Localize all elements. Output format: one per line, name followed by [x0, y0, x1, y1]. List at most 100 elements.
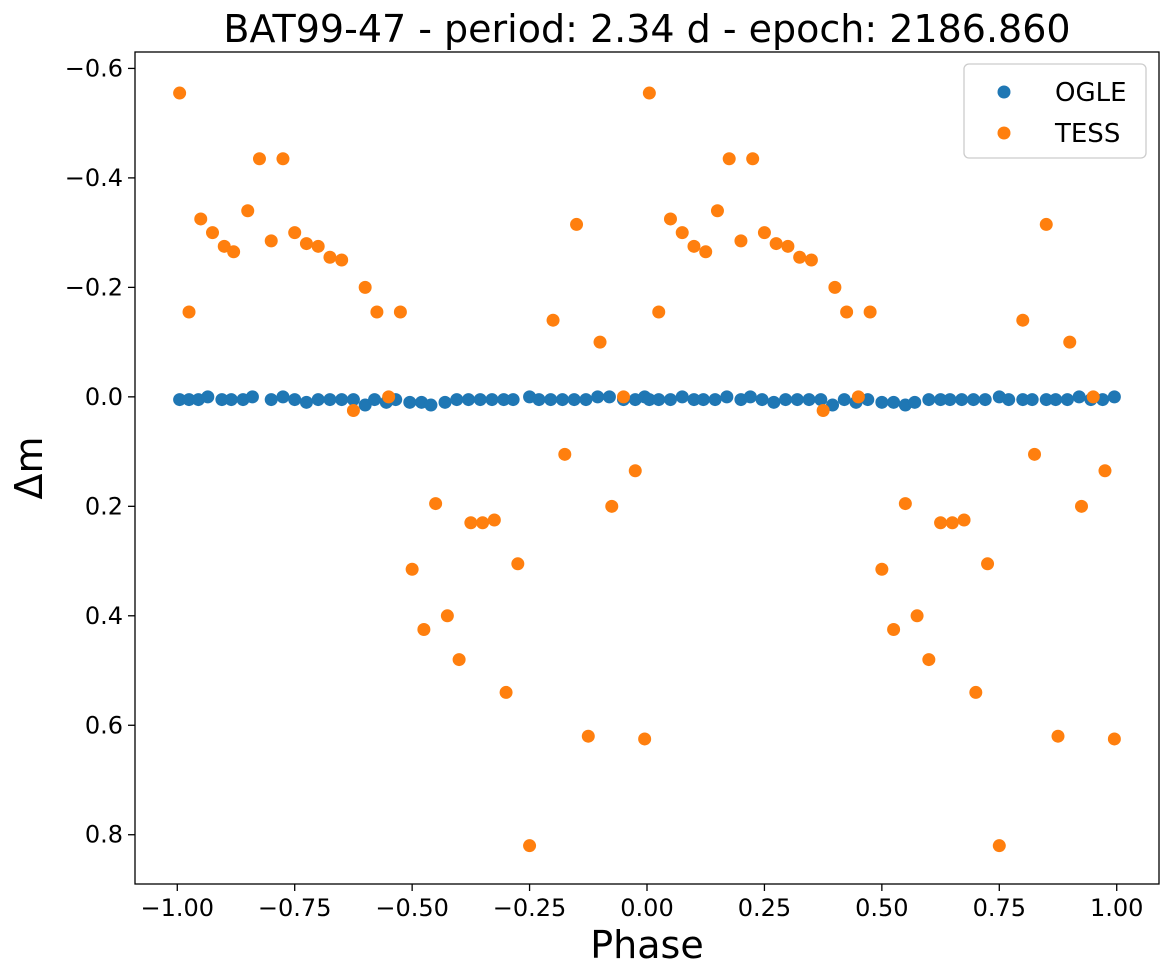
tess-point	[370, 305, 384, 319]
ogle-point	[743, 390, 757, 404]
y-tick-label: −0.4	[65, 164, 123, 192]
ogle-point	[173, 393, 187, 407]
tess-point	[323, 250, 337, 264]
tess-point	[922, 653, 936, 667]
ogle-point	[450, 393, 464, 407]
tess-point	[710, 204, 724, 218]
tess-point	[828, 280, 842, 294]
tess-point	[1028, 447, 1042, 461]
tess-point	[593, 335, 607, 349]
tess-point	[769, 237, 783, 251]
ogle-point	[875, 395, 889, 409]
tess-point	[863, 305, 877, 319]
ogle-point	[506, 393, 520, 407]
ogle-point	[663, 393, 677, 407]
tess-point	[981, 557, 995, 571]
tess-point	[499, 685, 513, 699]
ogle-point	[790, 393, 804, 407]
ogle-point	[922, 393, 936, 407]
series-ogle	[173, 390, 1121, 412]
ogle-point	[755, 393, 769, 407]
tess-point	[687, 239, 701, 253]
tess-point	[1074, 499, 1088, 513]
x-tick-label: 0.50	[855, 894, 908, 922]
tess-point	[722, 152, 736, 166]
ogle-point	[462, 393, 476, 407]
ogle-point	[1072, 390, 1086, 404]
ogle-point	[720, 390, 734, 404]
ogle-point	[1060, 393, 1074, 407]
tess-point	[840, 305, 854, 319]
y-tick-label: 0.2	[85, 492, 123, 520]
tess-point	[440, 609, 454, 623]
tess-point	[194, 212, 208, 226]
tess-point	[1086, 390, 1100, 404]
tess-point	[934, 516, 948, 530]
ogle-point	[201, 390, 215, 404]
tess-point	[299, 237, 313, 251]
tess-point	[335, 253, 349, 267]
y-tick-label: 0.8	[85, 821, 123, 849]
tess-point	[570, 217, 584, 231]
tess-point	[1016, 313, 1030, 327]
tess-point	[1098, 464, 1112, 478]
tess-point	[241, 204, 255, 218]
tess-point	[546, 313, 560, 327]
tess-point	[992, 839, 1006, 853]
x-tick-label: 0.25	[738, 894, 791, 922]
ogle-point	[438, 395, 452, 409]
tess-point	[898, 497, 912, 511]
ogle-point	[276, 390, 290, 404]
ogle-point	[642, 393, 656, 407]
tess-point	[382, 390, 396, 404]
tess-point	[851, 390, 865, 404]
tess-point	[581, 729, 595, 743]
ogle-point	[567, 393, 581, 407]
series-tess	[173, 86, 1121, 853]
ogle-point	[887, 395, 901, 409]
ogle-point	[1039, 393, 1053, 407]
ogle-point	[264, 393, 278, 407]
x-tick-label: −0.50	[375, 894, 449, 922]
y-tick-label: 0.6	[85, 711, 123, 739]
ogle-point	[555, 393, 569, 407]
ogle-point	[358, 398, 372, 412]
ogle-point	[837, 393, 851, 407]
x-tick-label: −0.75	[258, 894, 332, 922]
ogle-point	[1025, 393, 1039, 407]
tess-point	[452, 653, 466, 667]
ogle-point	[779, 393, 793, 407]
ogle-point	[934, 393, 948, 407]
tess-point	[757, 226, 771, 240]
ogle-point	[652, 393, 666, 407]
tess-point	[793, 250, 807, 264]
y-axis-label: Δm	[7, 436, 51, 499]
tess-point	[429, 497, 443, 511]
ogle-point	[708, 393, 722, 407]
x-tick-label: 0.00	[620, 894, 673, 922]
tess-point	[252, 152, 266, 166]
x-tick-label: −0.25	[493, 894, 567, 922]
tess-point	[206, 226, 220, 240]
ogle-point	[485, 393, 499, 407]
tess-point	[945, 516, 959, 530]
ogle-point	[978, 393, 992, 407]
tess-point	[1051, 729, 1065, 743]
tess-point	[288, 226, 302, 240]
legend-label-ogle: OGLE	[1055, 78, 1127, 108]
y-tick-label: 0.0	[85, 383, 123, 411]
y-tick-label: −0.6	[65, 54, 123, 82]
ogle-point	[403, 395, 417, 409]
tess-point	[173, 86, 187, 100]
series-layer	[173, 86, 1121, 853]
legend-marker-ogle	[997, 85, 1011, 99]
tess-point	[417, 622, 431, 636]
tess-point	[393, 305, 407, 319]
tess-point	[699, 245, 713, 259]
ogle-point	[602, 390, 616, 404]
x-tick-label: 0.75	[973, 894, 1026, 922]
ogle-point	[224, 393, 238, 407]
ogle-point	[802, 393, 816, 407]
y-tick-label: −0.2	[65, 273, 123, 301]
y-axis: −0.6 −0.4 −0.2 0.0 0.2 0.4 0.6 0.8	[65, 54, 135, 849]
